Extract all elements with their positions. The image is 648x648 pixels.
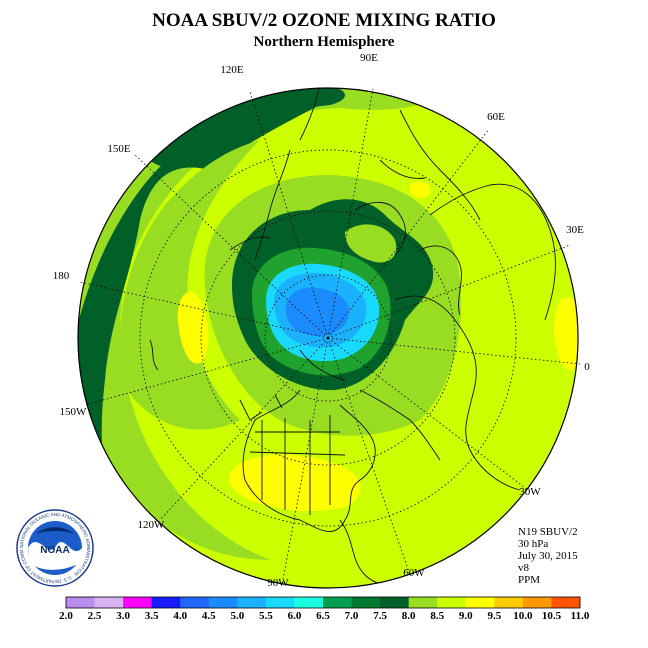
- colorbar-tick-label: 2.0: [59, 610, 73, 622]
- colorbar-tick-label: 5.5: [259, 610, 273, 622]
- colorbar-tick-label: 6.0: [288, 610, 302, 622]
- map-subtitle: Northern Hemisphere: [254, 34, 395, 50]
- colorbar-swatch: [265, 597, 295, 608]
- contour-7-5-mid: [119, 140, 260, 430]
- lon-label-180: 180: [53, 270, 70, 282]
- lon-label-60e: 60E: [487, 111, 505, 123]
- colorbar-swatch: [551, 597, 581, 608]
- colorbar-tick-label: 8.5: [430, 610, 444, 622]
- product-info: N19 SBUV/2 30 hPa July 30, 2015 v8 PPM: [518, 526, 578, 586]
- colorbar-swatch: [294, 597, 324, 608]
- hemisphere-boundary: [77, 87, 579, 589]
- colorbar-labels: 2.0 2.5 3.0 3.5 4.0 4.5 5.0 5.5 6.0 6.5 7.0 7.5 8.0 8…: [59, 610, 590, 622]
- colorbar-swatch: [323, 597, 352, 608]
- colorbar-swatch: [151, 597, 181, 608]
- colorbar-swatch: [408, 597, 438, 608]
- colorbar-tick-label: 8.0: [402, 610, 416, 622]
- contour-7-0-top: [150, 88, 345, 167]
- contour-8-5-left: [177, 291, 209, 364]
- info-instrument: N19 SBUV/2: [518, 526, 578, 538]
- noaa-logo: NOAA NATIONAL OCEANIC AND ATMOSPHERIC AD…: [0, 0, 94, 587]
- info-units: PPM: [518, 574, 540, 586]
- colorbar-tick-label: 3.5: [145, 610, 159, 622]
- lon-label-30e: 30E: [566, 224, 584, 236]
- lon-label-30w: 30W: [519, 486, 541, 498]
- colorbar-tick-label: 10.5: [542, 610, 562, 622]
- colorbar-tick-label: 5.0: [230, 610, 244, 622]
- contour-4-5-polar: [285, 287, 350, 337]
- colorbar-tick-label: 7.0: [345, 610, 359, 622]
- colorbar-swatch: [66, 597, 95, 608]
- contour-7-5-outer: [78, 88, 440, 560]
- lon-label-60w: 60W: [403, 567, 425, 579]
- colorbar-swatch: [208, 597, 238, 608]
- colorbar-border: [65, 596, 581, 609]
- colorbar-swatch: [123, 597, 153, 608]
- logo-ring-text: NATIONAL OCEANIC AND ATMOSPHERIC ADMINIS…: [0, 0, 91, 584]
- colorbar-swatch: [380, 597, 410, 608]
- colorbar-tick-label: 7.5: [373, 610, 387, 622]
- colorbar-swatch: [494, 597, 524, 608]
- lon-label-150e: 150E: [107, 143, 131, 155]
- contour-8-5-60e: [410, 181, 431, 198]
- colorbar-swatch: [522, 597, 552, 608]
- colorbar-tick-label: 4.5: [202, 610, 216, 622]
- colorbar-swatch: [94, 597, 124, 608]
- lon-label-0: 0: [584, 361, 590, 373]
- colorbar: [65, 596, 581, 609]
- colorbar-tick-label: 10.0: [513, 610, 533, 622]
- info-version: v8: [518, 562, 530, 574]
- colorbar-swatch: [437, 597, 467, 608]
- colorbar-tick-label: 2.5: [88, 610, 102, 622]
- colorbar-tick-label: 11.0: [571, 610, 590, 622]
- colorbar-tick-label: 9.0: [459, 610, 473, 622]
- colorbar-swatch: [351, 597, 381, 608]
- coastlines: [149, 88, 556, 586]
- ozone-field: [78, 88, 578, 588]
- lon-label-90w: 90W: [267, 577, 289, 589]
- colorbar-tick-label: 3.0: [116, 610, 130, 622]
- longitude-labels: 120E 90E 60E 150E 30E 180 0 150W 30W 120…: [53, 52, 591, 589]
- lon-label-120w: 120W: [138, 519, 166, 531]
- graticule: [79, 88, 581, 586]
- lon-label-120e: 120E: [220, 64, 244, 76]
- colorbar-tick-label: 9.5: [487, 610, 501, 622]
- info-pressure: 30 hPa: [518, 538, 548, 550]
- info-date: July 30, 2015: [518, 550, 578, 562]
- lon-label-90e: 90E: [360, 52, 378, 64]
- colorbar-swatch: [180, 597, 210, 608]
- colorbar-tick-label: 4.0: [173, 610, 187, 622]
- contour-7-5-notch: [345, 224, 397, 263]
- colorbar-swatch: [465, 597, 495, 608]
- contour-8-5-right: [554, 297, 578, 371]
- colorbar-tick-label: 6.5: [316, 610, 330, 622]
- lon-label-150w: 150W: [60, 406, 88, 418]
- logo-text: NOAA: [40, 545, 69, 556]
- map-title: NOAA SBUV/2 OZONE MIXING RATIO: [152, 10, 496, 31]
- colorbar-swatch: [237, 597, 267, 608]
